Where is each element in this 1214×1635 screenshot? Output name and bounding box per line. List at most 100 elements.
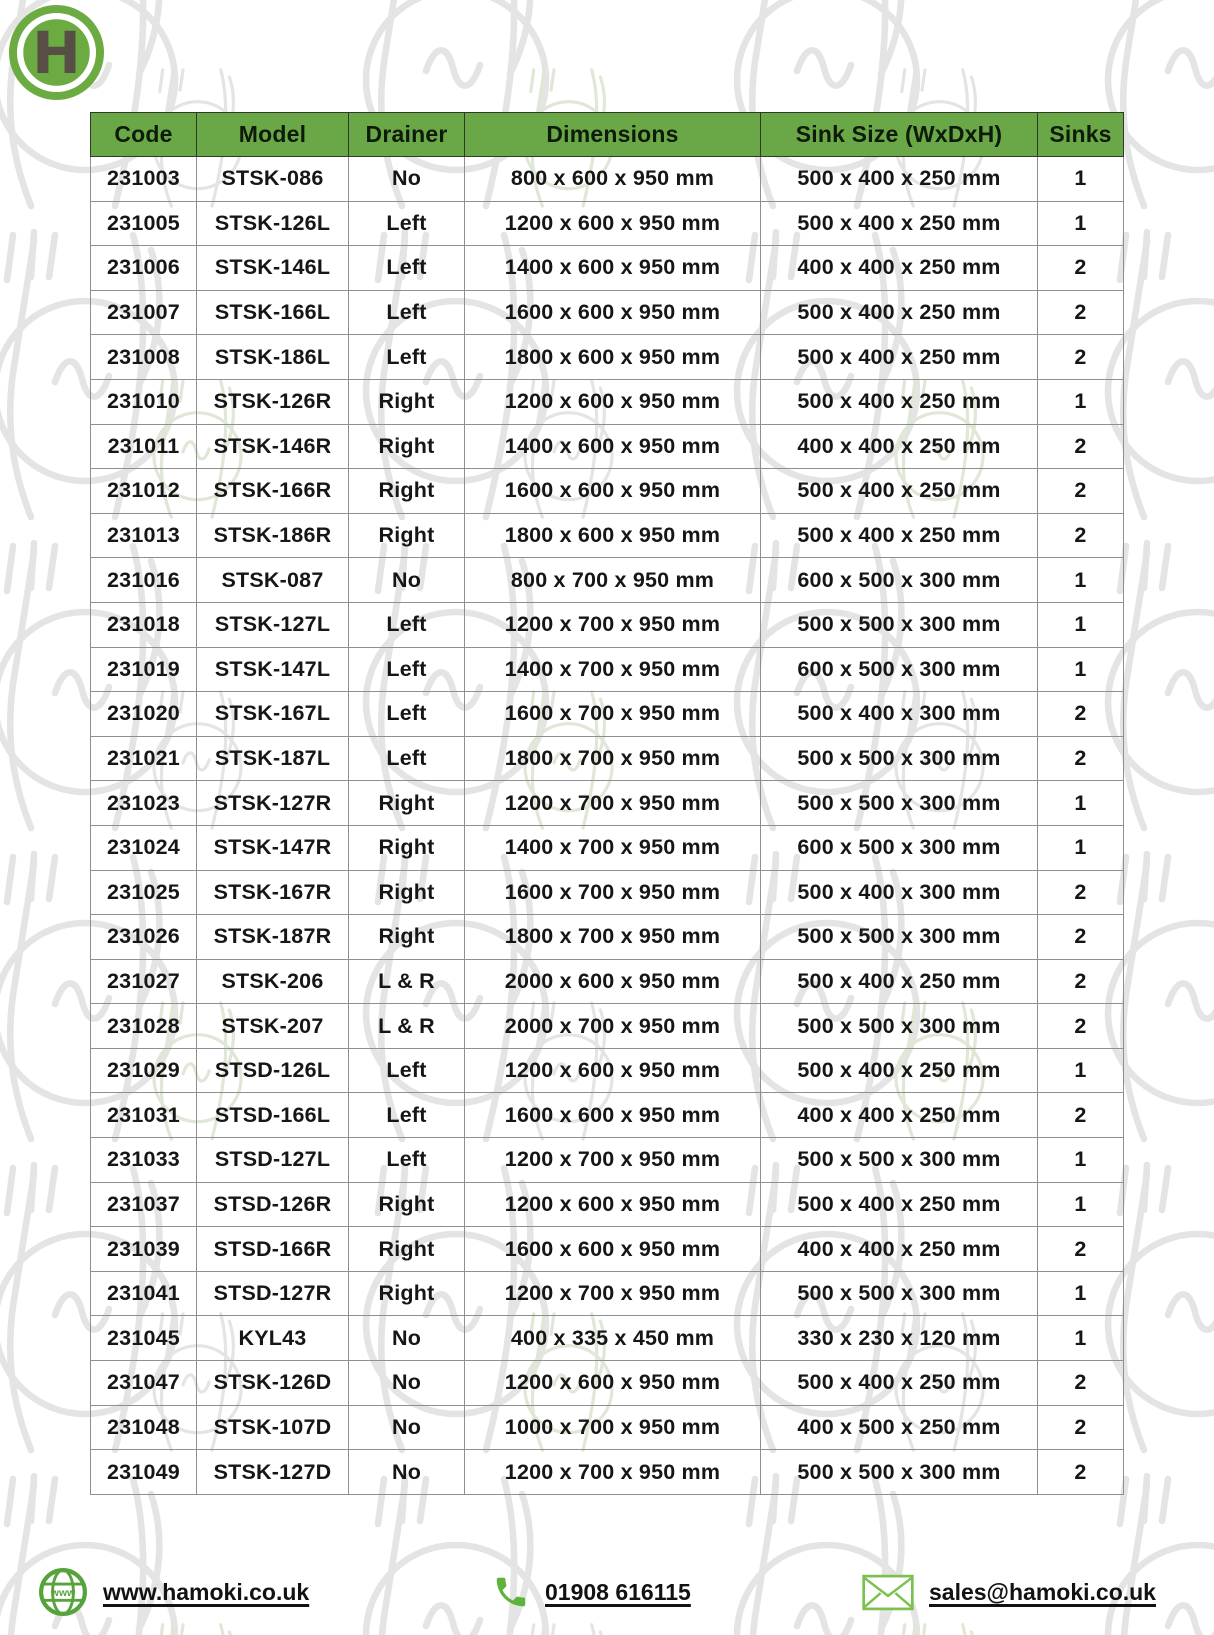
cell-sinks: 1 xyxy=(1037,1137,1124,1183)
cell-drainer: Left xyxy=(348,289,465,336)
cell-sinks: 2 xyxy=(1037,1404,1124,1451)
cell-code: 231013 xyxy=(90,512,197,559)
svg-text:www: www xyxy=(50,1588,76,1599)
cell-sink-size: 500 x 500 x 300 mm xyxy=(760,1270,1038,1317)
table-row: 231047 STSK-126D No 1200 x 600 x 950 mm … xyxy=(90,1360,1124,1406)
cell-drainer: Right xyxy=(348,1181,465,1228)
cell-model: STSK-186L xyxy=(196,334,349,380)
cell-drainer: Left xyxy=(348,735,465,782)
cell-drainer: Right xyxy=(348,914,465,960)
cell-model: STSK-187L xyxy=(196,735,349,782)
table-row: 231028 STSK-207 L & R 2000 x 700 x 950 m… xyxy=(90,1003,1124,1049)
cell-sink-size: 500 x 400 x 250 mm xyxy=(760,958,1038,1005)
cell-code: 231029 xyxy=(90,1047,197,1094)
cell-sinks: 1 xyxy=(1037,601,1124,648)
cell-sink-size: 500 x 400 x 300 mm xyxy=(760,869,1038,916)
cell-code: 231006 xyxy=(90,245,197,291)
cell-dimensions: 1200 x 700 x 950 mm xyxy=(464,1449,761,1495)
table-row: 231025 STSK-167R Right 1600 x 700 x 950 … xyxy=(90,869,1124,916)
cell-sinks: 2 xyxy=(1037,334,1124,380)
cell-sink-size: 600 x 500 x 300 mm xyxy=(760,557,1038,603)
cell-sink-size: 400 x 400 x 250 mm xyxy=(760,423,1038,470)
col-header-sinks: Sinks xyxy=(1037,112,1124,157)
product-spec-table: Code Model Drainer Dimensions Sink Size … xyxy=(90,112,1124,1495)
cell-sink-size: 500 x 400 x 250 mm xyxy=(760,156,1038,202)
cell-model: STSK-167R xyxy=(196,869,349,916)
cell-code: 231026 xyxy=(90,914,197,960)
cell-sinks: 1 xyxy=(1037,156,1124,202)
cell-sink-size: 500 x 400 x 250 mm xyxy=(760,1181,1038,1228)
cell-sinks: 1 xyxy=(1037,1270,1124,1317)
cell-code: 231048 xyxy=(90,1404,197,1451)
cell-sink-size: 500 x 400 x 250 mm xyxy=(760,200,1038,247)
table-row: 231029 STSD-126L Left 1200 x 600 x 950 m… xyxy=(90,1047,1124,1094)
table-row: 231019 STSK-147L Left 1400 x 700 x 950 m… xyxy=(90,646,1124,693)
cell-code: 231033 xyxy=(90,1137,197,1183)
cell-dimensions: 1600 x 600 x 950 mm xyxy=(464,1226,761,1272)
cell-dimensions: 800 x 600 x 950 mm xyxy=(464,156,761,202)
footer-website: www www.hamoki.co.uk xyxy=(38,1566,309,1618)
table-row: 231013 STSK-186R Right 1800 x 600 x 950 … xyxy=(90,512,1124,559)
cell-drainer: Right xyxy=(348,869,465,916)
cell-model: STSK-146R xyxy=(196,423,349,470)
cell-drainer: Right xyxy=(348,378,465,425)
table-row: 231007 STSK-166L Left 1600 x 600 x 950 m… xyxy=(90,289,1124,336)
cell-sinks: 2 xyxy=(1037,1449,1124,1495)
cell-drainer: Right xyxy=(348,512,465,559)
cell-dimensions: 1800 x 700 x 950 mm xyxy=(464,914,761,960)
website-link[interactable]: www.hamoki.co.uk xyxy=(103,1578,310,1605)
cell-dimensions: 1200 x 600 x 950 mm xyxy=(464,1360,761,1406)
cell-sink-size: 500 x 500 x 300 mm xyxy=(760,601,1038,648)
cell-drainer: No xyxy=(348,1449,465,1495)
cell-sink-size: 330 x 230 x 120 mm xyxy=(760,1315,1038,1362)
phone-link[interactable]: 01908 616115 xyxy=(545,1578,691,1605)
cell-code: 231008 xyxy=(90,334,197,380)
email-link[interactable]: sales@hamoki.co.uk xyxy=(929,1578,1156,1605)
cell-model: STSK-147R xyxy=(196,824,349,871)
cell-drainer: L & R xyxy=(348,1003,465,1049)
cell-drainer: L & R xyxy=(348,958,465,1005)
cell-code: 231025 xyxy=(90,869,197,916)
cell-code: 231007 xyxy=(90,289,197,336)
table-row: 231012 STSK-166R Right 1600 x 600 x 950 … xyxy=(90,468,1124,514)
col-header-code: Code xyxy=(90,112,197,157)
table-row: 231008 STSK-186L Left 1800 x 600 x 950 m… xyxy=(90,334,1124,380)
cell-sink-size: 400 x 400 x 250 mm xyxy=(760,1226,1038,1272)
cell-code: 231027 xyxy=(90,958,197,1005)
cell-drainer: No xyxy=(348,156,465,202)
cell-sinks: 2 xyxy=(1037,1003,1124,1049)
cell-dimensions: 1200 x 700 x 950 mm xyxy=(464,601,761,648)
cell-dimensions: 1000 x 700 x 950 mm xyxy=(464,1404,761,1451)
cell-dimensions: 1600 x 700 x 950 mm xyxy=(464,691,761,737)
cell-code: 231031 xyxy=(90,1092,197,1139)
table-row: 231006 STSK-146L Left 1400 x 600 x 950 m… xyxy=(90,245,1124,291)
cell-code: 231012 xyxy=(90,468,197,514)
cell-sink-size: 400 x 400 x 250 mm xyxy=(760,245,1038,291)
table-row: 231049 STSK-127D No 1200 x 700 x 950 mm … xyxy=(90,1449,1124,1495)
table-row: 231020 STSK-167L Left 1600 x 700 x 950 m… xyxy=(90,691,1124,737)
cell-dimensions: 1800 x 700 x 950 mm xyxy=(464,735,761,782)
cell-code: 231010 xyxy=(90,378,197,425)
cell-code: 231003 xyxy=(90,156,197,202)
table-row: 231016 STSK-087 No 800 x 700 x 950 mm 60… xyxy=(90,557,1124,603)
cell-sinks: 1 xyxy=(1037,557,1124,603)
cell-code: 231016 xyxy=(90,557,197,603)
cell-code: 231024 xyxy=(90,824,197,871)
col-header-model: Model xyxy=(196,112,349,157)
cell-sinks: 2 xyxy=(1037,289,1124,336)
cell-dimensions: 1600 x 600 x 950 mm xyxy=(464,468,761,514)
cell-dimensions: 800 x 700 x 950 mm xyxy=(464,557,761,603)
cell-model: STSK-206 xyxy=(196,958,349,1005)
table-row: 231010 STSK-126R Right 1200 x 600 x 950 … xyxy=(90,378,1124,425)
cell-drainer: Right xyxy=(348,780,465,826)
cell-model: STSK-207 xyxy=(196,1003,349,1049)
cell-model: STSD-126L xyxy=(196,1047,349,1094)
cell-dimensions: 1200 x 600 x 950 mm xyxy=(464,378,761,425)
cell-model: STSK-187R xyxy=(196,914,349,960)
cell-code: 231019 xyxy=(90,646,197,693)
cell-sinks: 1 xyxy=(1037,1315,1124,1362)
cell-sinks: 2 xyxy=(1037,1360,1124,1406)
cell-code: 231047 xyxy=(90,1360,197,1406)
cell-dimensions: 1200 x 700 x 950 mm xyxy=(464,1137,761,1183)
